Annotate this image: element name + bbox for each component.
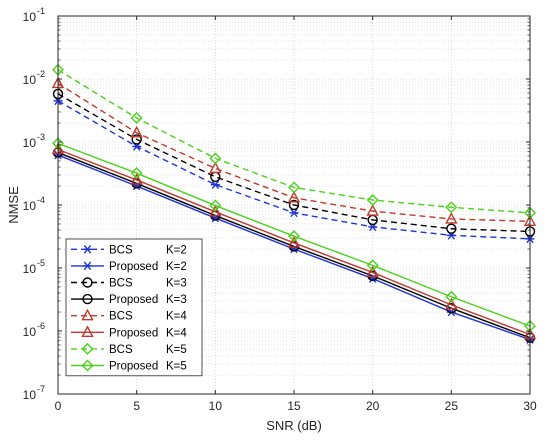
data-point-marker (366, 204, 379, 216)
legend-marker (82, 277, 93, 288)
data-point-marker (288, 181, 300, 194)
data-point-marker (287, 235, 301, 248)
legend-k-label: K=4 (166, 311, 187, 323)
data-point-marker (287, 190, 301, 203)
legend-entry: BCS K=3 (71, 277, 187, 290)
legend-k-label: K=4 (166, 327, 187, 339)
data-point-marker (446, 223, 457, 234)
legend-entry: Proposed K=2 (71, 261, 187, 273)
data-point-marker (288, 230, 300, 243)
data-point-marker (366, 194, 379, 207)
series-line (57, 142, 531, 327)
legend-entry: BCS K=2 (71, 244, 187, 256)
data-point-marker (209, 204, 222, 217)
y-tick-label: 10 (23, 325, 37, 339)
legend-series-name: BCS (109, 344, 133, 356)
legend-entry: Proposed K=5 (71, 359, 187, 373)
legend-series-name: Proposed (109, 361, 158, 373)
data-point-marker (130, 172, 143, 185)
data-point-marker (130, 167, 143, 180)
x-tick-label: 10 (209, 399, 223, 413)
data-point-marker (210, 180, 220, 189)
legend-entry: BCS K=5 (71, 342, 187, 356)
legend-k-label: K=3 (166, 294, 187, 306)
legend-k-label: K=3 (166, 278, 187, 290)
y-tick-exponent: -6 (37, 321, 45, 331)
data-point-marker (366, 259, 379, 272)
data-point-marker (130, 125, 143, 138)
series-line (57, 93, 531, 233)
legend-marker (81, 325, 94, 337)
series-7 (52, 137, 536, 333)
y-tick-label: 10 (23, 199, 37, 213)
series-line (57, 69, 531, 214)
data-point-marker (209, 152, 222, 165)
y-axis-label: NMSE (6, 186, 21, 224)
legend-k-label: K=2 (166, 244, 187, 256)
data-point-marker (209, 199, 222, 212)
y-tick-label: 10 (23, 136, 37, 150)
y-tick-exponent: -2 (37, 69, 45, 79)
y-tick-label: 10 (23, 388, 37, 402)
legend-series-name: Proposed (109, 294, 158, 306)
legend-series-name: BCS (109, 311, 133, 323)
legend-marker (81, 308, 94, 321)
legend-series-name: Proposed (109, 261, 158, 273)
y-tick-exponent: -3 (37, 132, 45, 142)
data-point-marker (289, 208, 299, 218)
x-tick-label: 0 (55, 399, 62, 413)
x-tick-label: 5 (133, 399, 140, 413)
x-tick-label: 20 (366, 399, 380, 413)
data-point-marker (445, 211, 458, 224)
legend-marker (83, 245, 92, 254)
series-line (57, 82, 531, 223)
y-tick-exponent: -4 (37, 195, 45, 205)
legend-entry: Proposed K=4 (71, 325, 187, 339)
legend-marker (81, 342, 94, 355)
legend-k-label: K=2 (166, 261, 187, 273)
x-axis-label: SNR (dB) (266, 418, 322, 433)
legend-entry: Proposed K=3 (71, 293, 187, 306)
legend-k-label: K=5 (166, 361, 187, 373)
y-tick-exponent: -1 (37, 6, 45, 16)
legend-series-name: Proposed (109, 327, 158, 339)
legend-k-label: K=5 (166, 344, 187, 356)
legend-marker (81, 359, 94, 372)
legend-series-name: BCS (109, 244, 133, 256)
y-tick-exponent: -7 (37, 384, 45, 394)
data-point-marker (445, 290, 458, 303)
y-tick-label: 10 (23, 73, 37, 87)
legend-marker (82, 293, 93, 305)
y-tick-label: 10 (23, 262, 37, 276)
data-point-marker (209, 161, 222, 174)
legend: BCS K=2 Proposed K=2 BCS K=3 Proposed K=3 BCS K=4… (65, 238, 203, 377)
data-point-marker (130, 112, 143, 125)
y-tick-exponent: -5 (37, 258, 45, 268)
y-tick-label: 10 (23, 10, 37, 24)
data-point-marker (131, 134, 142, 145)
series-line (57, 148, 531, 336)
data-point-marker (366, 265, 379, 278)
data-point-marker (445, 201, 458, 214)
x-tick-label: 30 (523, 399, 537, 413)
legend-entry: BCS K=4 (71, 308, 187, 323)
x-tick-label: 15 (287, 399, 301, 413)
legend-series-name: BCS (109, 278, 133, 290)
data-point-marker (288, 199, 300, 211)
legend-marker (83, 261, 92, 271)
x-tick-label: 25 (445, 399, 459, 413)
data-point-marker (445, 297, 458, 310)
